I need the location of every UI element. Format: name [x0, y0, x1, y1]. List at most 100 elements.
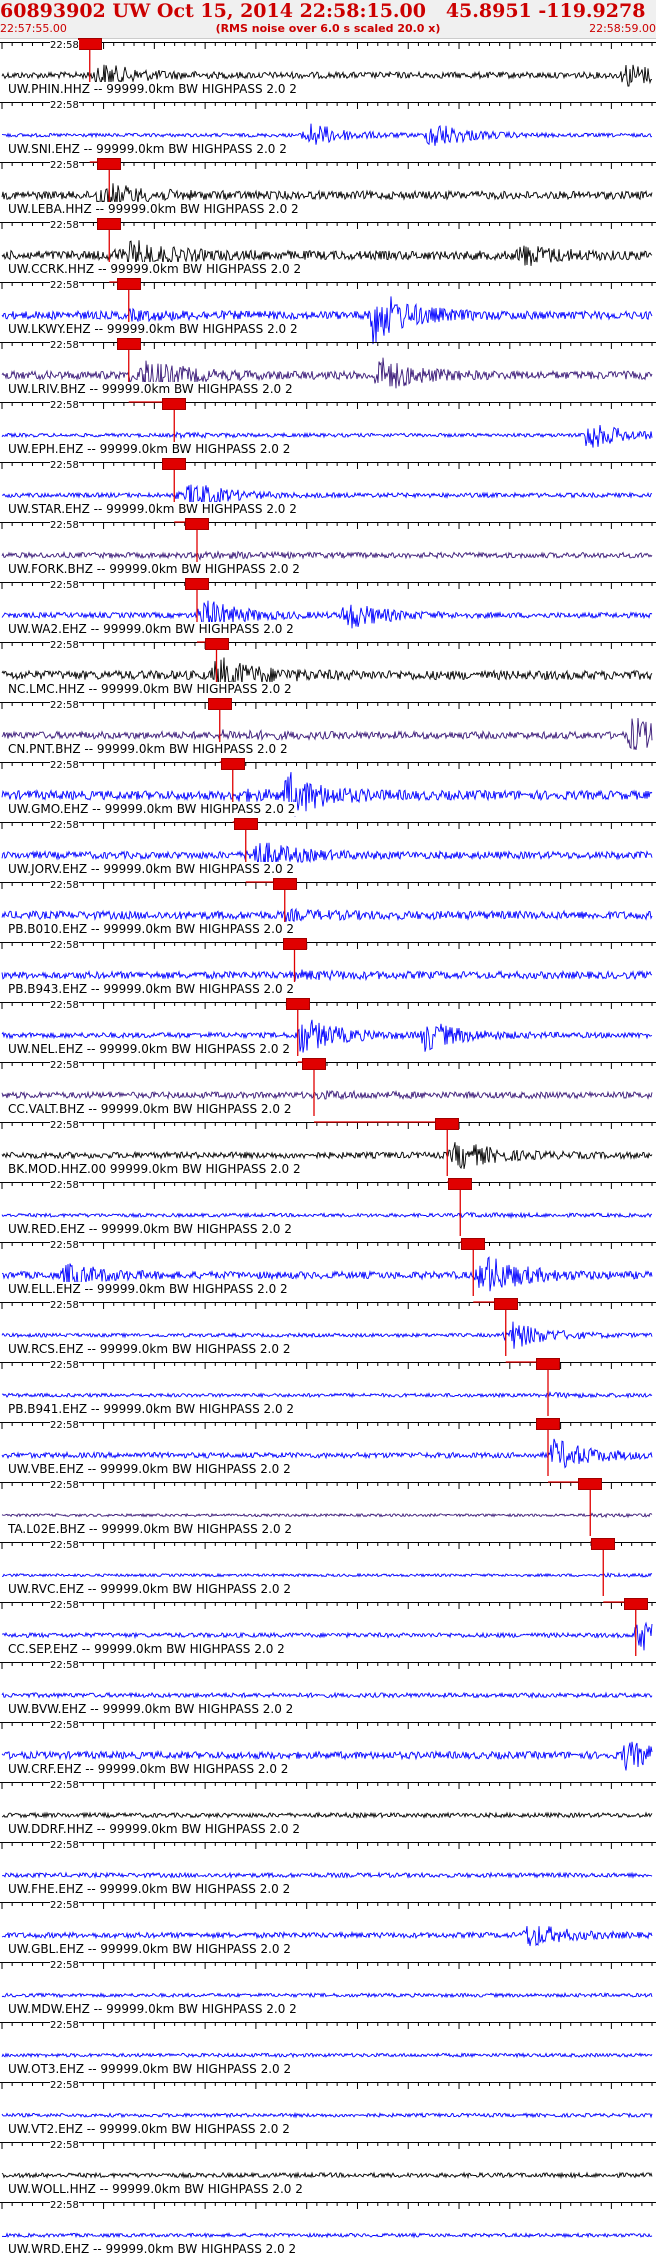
station-label: UW.WA2.EHZ -- 99999.0km BW HIGHPASS 2.0 … — [8, 622, 296, 636]
minute-label: 22:58 — [50, 1360, 79, 1372]
station-label: UW.PHIN.HHZ -- 99999.0km BW HIGHPASS 2.0… — [8, 82, 299, 96]
pick-marker[interactable] — [285, 998, 310, 1010]
seismogram-panel[interactable]: 22:58 UW.PHIN.HHZ -- 99999.0km BW HIGHPAS… — [0, 38, 656, 2258]
pick-marker[interactable] — [282, 938, 307, 950]
minute-label: 22:58 — [50, 1120, 79, 1132]
station-label: NC.LMC.HHZ -- 99999.0km BW HIGHPASS 2.0 … — [8, 682, 294, 696]
waveform-trace — [1, 969, 653, 982]
minute-label: 22:58 — [50, 1240, 79, 1252]
waveform-trace — [1, 296, 653, 345]
station-label: PB.B010.EHZ -- 99999.0km BW HIGHPASS 2.0… — [8, 922, 297, 936]
waveform-trace — [1, 1321, 653, 1349]
pick-marker[interactable] — [185, 578, 209, 590]
minute-label: 22:58 — [50, 760, 79, 772]
station-label: UW.RVC.EHZ -- 99999.0km BW HIGHPASS 2.0 … — [8, 1582, 293, 1596]
pick-marker[interactable] — [302, 1058, 326, 1070]
pick-marker[interactable] — [448, 1178, 473, 1190]
minute-label: 22:58 — [50, 2140, 79, 2152]
pick-marker[interactable] — [97, 158, 122, 170]
waveform-trace — [1, 64, 653, 87]
minute-label: 22:58 — [50, 820, 79, 832]
pick-marker[interactable] — [536, 1358, 560, 1370]
minute-label: 22:58 — [50, 1000, 79, 1012]
pick-marker[interactable] — [233, 818, 258, 830]
waveform-trace — [1, 240, 653, 270]
station-label: UW.RCS.EHZ -- 99999.0km BW HIGHPASS 2.0 … — [8, 1342, 293, 1356]
station-label: UW.GBL.EHZ -- 99999.0km BW HIGHPASS 2.0 … — [8, 1942, 293, 1956]
waveform-trace — [1, 550, 653, 561]
minute-label: 22:58 — [50, 100, 79, 112]
minute-label: 22:58 — [50, 1300, 79, 1312]
waveform-trace — [1, 1991, 653, 1999]
minute-label: 22:58 — [50, 2020, 79, 2032]
station-label: BK.MOD.HHZ.00 99999.0km BW HIGHPASS 2.0 … — [8, 1162, 303, 1176]
pick-marker[interactable] — [272, 878, 297, 890]
minute-label: 22:58 — [50, 1420, 79, 1432]
pick-marker[interactable] — [536, 1418, 560, 1430]
station-label: UW.LEBA.HHZ -- 99999.0km BW HIGHPASS 2.0… — [8, 202, 301, 216]
waveform-trace — [1, 717, 653, 751]
pick-marker[interactable] — [116, 278, 141, 290]
minute-label: 22:58 — [50, 160, 79, 172]
pick-marker[interactable] — [185, 518, 209, 530]
pick-marker[interactable] — [207, 698, 232, 710]
waveform-trace — [1, 1691, 653, 1700]
minute-label: 22:58 — [50, 1720, 79, 1732]
waveform-trace — [1, 1019, 653, 1053]
rms-scale-note: (RMS noise over 6.0 s scaled 20.0 x) — [215, 22, 441, 35]
pick-marker[interactable] — [97, 218, 122, 230]
station-label: UW.SNI.EHZ -- 99999.0km BW HIGHPASS 2.0 … — [8, 142, 289, 156]
trace-canvas — [0, 42, 656, 2239]
waveform-trace — [2, 1871, 653, 1879]
waveform-trace — [1, 657, 653, 694]
minute-label: 22:58 — [50, 1660, 79, 1672]
waveform-trace — [1, 2232, 653, 2239]
pick-marker[interactable] — [578, 1478, 603, 1490]
minute-label: 22:58 — [50, 1600, 79, 1612]
pick-marker[interactable] — [623, 1598, 648, 1610]
waveform-trace — [2, 123, 653, 146]
pick-marker[interactable] — [461, 1238, 486, 1250]
waveform-trace — [1, 907, 653, 923]
minute-label: 22:58 — [50, 1780, 79, 1792]
pick-marker[interactable] — [493, 1298, 518, 1310]
station-label: UW.CCRK.HHZ -- 99999.0km BW HIGHPASS 2.0… — [8, 262, 304, 276]
waveform-trace — [1, 772, 653, 817]
waveform-trace — [1, 1089, 653, 1101]
minute-label: 22:58 — [50, 2200, 79, 2212]
waveform-trace — [1, 1438, 653, 1469]
minute-label: 22:58 — [50, 340, 79, 352]
waveform-trace — [1, 1256, 653, 1292]
minute-label: 22:58 — [50, 280, 79, 292]
start-time-label: 22:57:55.00 — [0, 22, 67, 35]
station-label: UW.WOLL.HHZ -- 99999.0km BW HIGHPASS 2.0… — [8, 2182, 305, 2196]
waveform-trace — [1, 1741, 653, 1771]
pick-marker[interactable] — [77, 38, 102, 50]
minute-label: 22:58 — [50, 1900, 79, 1912]
minute-label: 22:58 — [50, 520, 79, 532]
minute-label: 22:58 — [50, 2080, 79, 2092]
station-label: UW.NEL.EHZ -- 99999.0km BW HIGHPASS 2.0 … — [8, 1042, 292, 1056]
station-label: UW.STAR.EHZ -- 99999.0km BW HIGHPASS 2.0… — [8, 502, 299, 516]
station-label: CC.SEP.EHZ -- 99999.0km BW HIGHPASS 2.0 … — [8, 1642, 287, 1656]
minute-label: 22:58 — [50, 220, 79, 232]
pick-marker[interactable] — [162, 398, 187, 410]
waveform-trace — [1, 1391, 653, 1399]
pick-marker[interactable] — [116, 338, 141, 350]
pick-marker[interactable] — [591, 1538, 616, 1550]
pick-marker[interactable] — [204, 638, 229, 650]
waveform-trace — [1, 2111, 653, 2119]
waveform-trace — [1, 1142, 653, 1169]
waveform-trace — [1, 1572, 653, 1578]
station-label: CN.PNT.BHZ -- 99999.0km BW HIGHPASS 2.0 … — [8, 742, 290, 756]
waveform-trace — [1, 2171, 653, 2180]
pick-marker[interactable] — [162, 458, 187, 470]
station-label: PB.B941.EHZ -- 99999.0km BW HIGHPASS 2.0… — [8, 1402, 297, 1416]
event-title: 60893902 UW Oct 15, 2014 22:58:15.00 45.… — [0, 0, 646, 22]
waveform-trace — [1, 842, 653, 868]
station-label: UW.FHE.EHZ -- 99999.0km BW HIGHPASS 2.0 … — [8, 1882, 293, 1896]
pick-marker[interactable] — [435, 1118, 460, 1130]
minute-label: 22:58 — [50, 940, 79, 952]
pick-marker[interactable] — [220, 758, 245, 770]
minute-label: 22:58 — [50, 640, 79, 652]
